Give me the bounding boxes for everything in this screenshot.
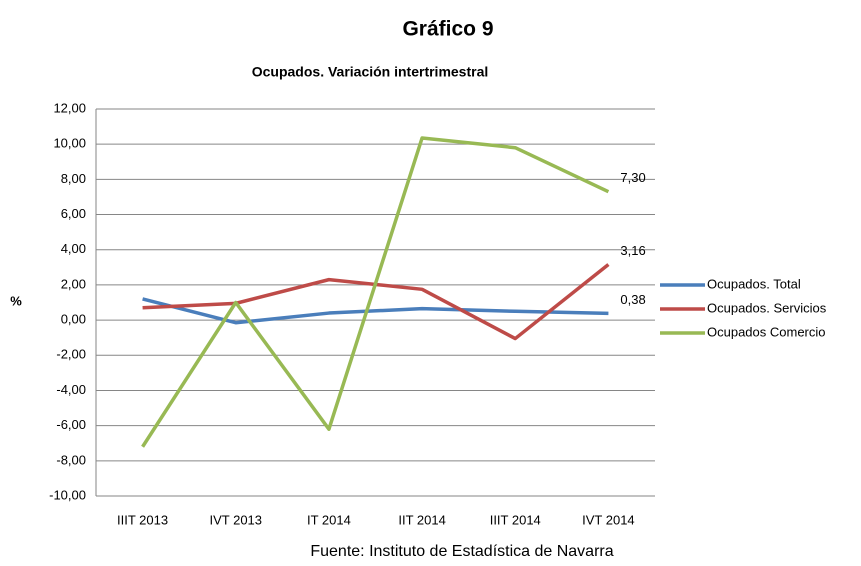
x-tick-label: IIIT 2014	[490, 512, 541, 527]
y-tick-label: 6,00	[61, 206, 86, 221]
y-tick-label: 12,00	[53, 100, 86, 115]
x-tick-label: IVT 2013	[209, 512, 262, 527]
y-tick-label: -6,00	[56, 417, 86, 432]
x-tick-label: IIIT 2013	[117, 512, 168, 527]
y-axis-label: %	[10, 293, 22, 308]
y-tick-label: -8,00	[56, 452, 86, 467]
series-line	[142, 297, 609, 325]
y-tick-label: 4,00	[61, 241, 86, 256]
x-tick-label: IVT 2014	[582, 512, 635, 527]
y-tick-label: 8,00	[61, 171, 86, 186]
chart-title: Gráfico 9	[402, 18, 493, 41]
y-tick-label: 2,00	[61, 276, 86, 291]
y-tick-label: -4,00	[56, 382, 86, 397]
legend-label: Ocupados. Total	[707, 276, 801, 291]
legend-label: Ocupados Comercio	[707, 324, 826, 339]
data-label: 3,16	[620, 243, 645, 258]
source-note: Fuente: Instituto de Estadística de Nava…	[310, 543, 613, 560]
data-label: 0,38	[620, 292, 645, 307]
x-tick-label: IT 2014	[307, 512, 351, 527]
x-tick-label: IIT 2014	[398, 512, 445, 527]
series-line	[142, 263, 610, 341]
y-tick-label: 0,00	[61, 312, 86, 327]
y-tick-label: -2,00	[56, 347, 86, 362]
data-label: 7,30	[620, 170, 645, 185]
legend-label: Ocupados. Servicios	[707, 300, 827, 315]
y-tick-label: -10,00	[49, 487, 86, 502]
chart-subtitle: Ocupados. Variación intertrimestral	[252, 64, 489, 80]
series-line	[141, 136, 610, 448]
y-tick-label: 10,00	[53, 136, 86, 151]
